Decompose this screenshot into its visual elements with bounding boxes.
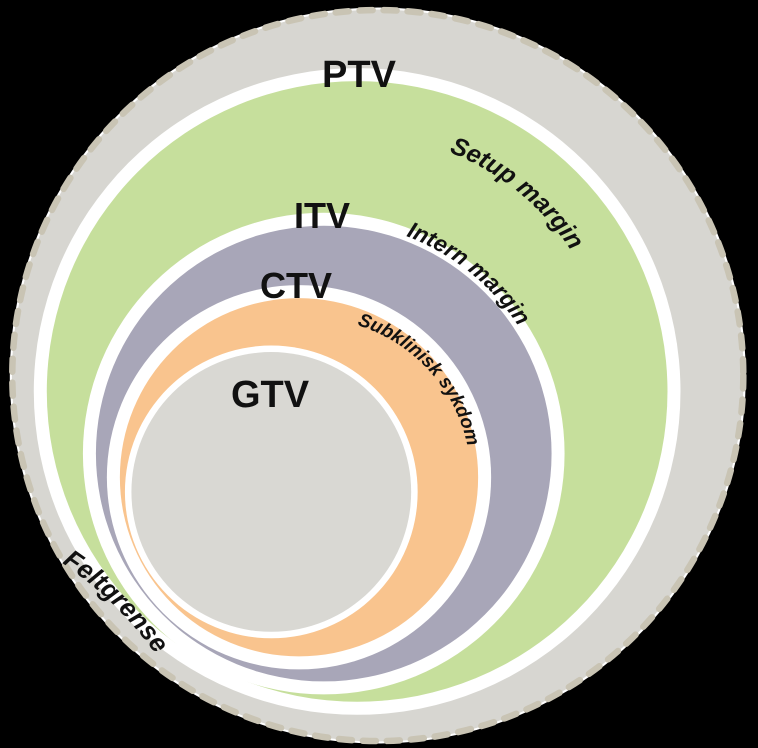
svg-text:CTV: CTV — [260, 265, 332, 306]
svg-text:PTV: PTV — [322, 54, 397, 96]
svg-text:GTV: GTV — [231, 374, 310, 416]
svg-text:ITV: ITV — [294, 195, 350, 236]
